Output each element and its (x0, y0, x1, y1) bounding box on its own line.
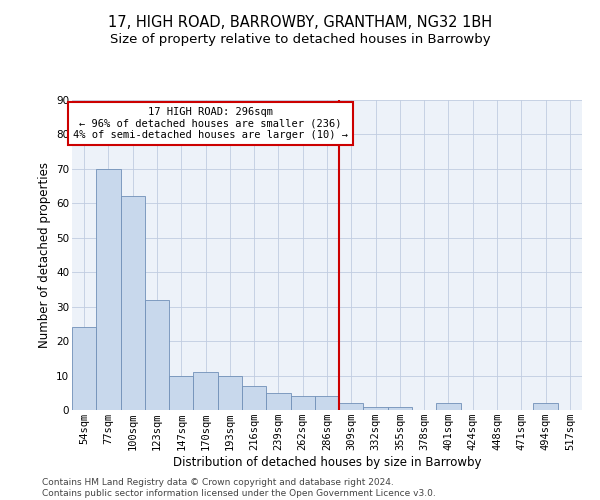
Text: Size of property relative to detached houses in Barrowby: Size of property relative to detached ho… (110, 32, 490, 46)
X-axis label: Distribution of detached houses by size in Barrowby: Distribution of detached houses by size … (173, 456, 481, 469)
Bar (72, 328, 96, 410)
Bar (121, 196, 145, 410)
Bar (339, 403, 364, 410)
Bar (364, 406, 388, 410)
Bar (218, 376, 242, 410)
Text: 17, HIGH ROAD, BARROWBY, GRANTHAM, NG32 1BH: 17, HIGH ROAD, BARROWBY, GRANTHAM, NG32 … (108, 15, 492, 30)
Bar (436, 403, 461, 410)
Y-axis label: Number of detached properties: Number of detached properties (38, 162, 50, 348)
Text: Contains HM Land Registry data © Crown copyright and database right 2024.
Contai: Contains HM Land Registry data © Crown c… (42, 478, 436, 498)
Bar (290, 396, 315, 410)
Text: 17 HIGH ROAD: 296sqm
← 96% of detached houses are smaller (236)
4% of semi-detac: 17 HIGH ROAD: 296sqm ← 96% of detached h… (73, 107, 348, 140)
Bar (169, 376, 193, 410)
Bar (533, 403, 558, 410)
Bar (193, 372, 218, 410)
Bar (388, 406, 412, 410)
Bar (96, 169, 121, 410)
Bar (266, 393, 290, 410)
Bar (145, 300, 169, 410)
Bar (242, 386, 266, 410)
Bar (315, 396, 339, 410)
